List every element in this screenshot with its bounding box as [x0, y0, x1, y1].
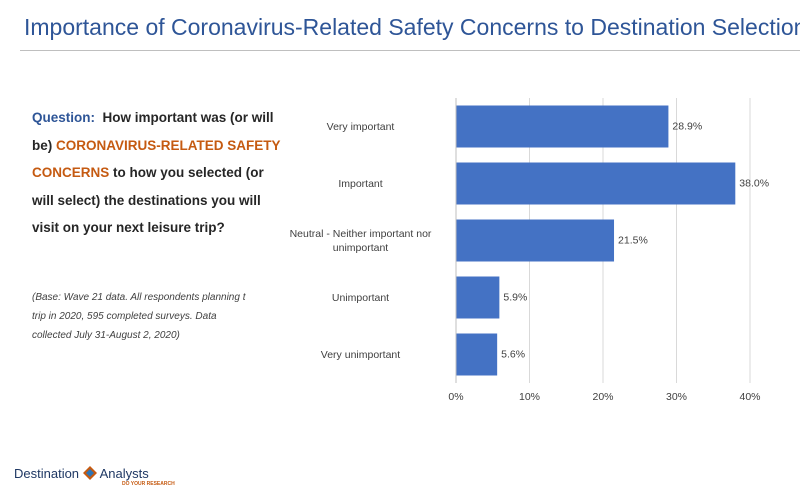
question-text: to how you selected (or will select) the… [32, 165, 264, 235]
bar [456, 162, 736, 205]
value-label: 38.0% [739, 177, 769, 189]
x-tick-label: 20% [592, 391, 613, 403]
logo-word: Analysts [99, 466, 149, 481]
value-label: 5.6% [501, 348, 525, 360]
value-label: 5.9% [503, 291, 527, 303]
slide-title: Importance of Coronavirus-Related Safety… [24, 14, 800, 40]
question: Question: How important was (or will be)… [32, 104, 284, 242]
logo: Destination Analysts DO YOUR RESEARCH [14, 464, 175, 487]
bar [456, 276, 500, 319]
x-tick-label: 0% [448, 391, 463, 403]
x-tick-label: 40% [739, 391, 760, 403]
question-lead: Question: [32, 110, 95, 125]
category-label: Unimportant [331, 291, 390, 304]
bar [456, 219, 615, 262]
value-label: 28.9% [672, 120, 702, 132]
question-highlight: CORONAVIRUS-RELATED SAFETY CONCERNS [32, 137, 281, 181]
logo-icon [82, 466, 97, 480]
category-label: Neutral - Neither important nor unimport… [289, 227, 432, 254]
bar [456, 333, 498, 376]
title-rule [20, 50, 800, 51]
x-tick-label: 10% [519, 391, 540, 403]
category-label: Very important [326, 120, 395, 133]
category-label: Very unimportant [320, 348, 401, 361]
bar [456, 105, 669, 148]
category-label: Important [338, 177, 383, 190]
x-tick-label: 30% [666, 391, 687, 403]
question-text: How important was (or will be) [32, 110, 274, 153]
logo-tagline: DO YOUR RESEARCH [122, 481, 175, 487]
base-note: (Base: Wave 21 data. All respondents pla… [32, 292, 246, 341]
value-label: 21.5% [618, 234, 648, 246]
logo-word: Destination [14, 466, 80, 481]
